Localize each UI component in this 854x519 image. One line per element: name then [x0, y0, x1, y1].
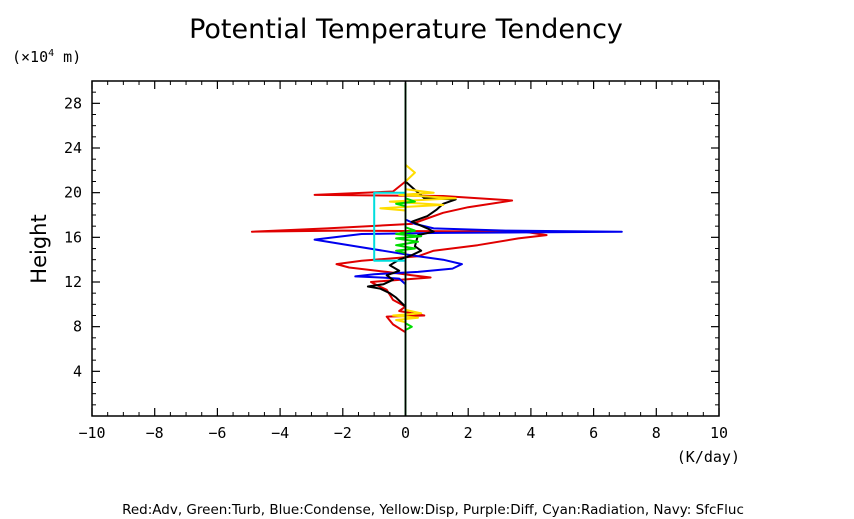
y-tick-label: 4	[73, 362, 82, 380]
x-tick-label: 0	[401, 424, 410, 442]
y-axis-unit: (×104 m)	[12, 48, 81, 66]
x-tick-label: 4	[526, 424, 535, 442]
x-tick-label: 10	[710, 424, 728, 442]
x-tick-label: −2	[334, 424, 352, 442]
y-tick-label: 12	[64, 273, 82, 291]
series-red-line	[250, 83, 548, 416]
series-blue-line	[313, 83, 623, 416]
x-tick-label: −4	[271, 424, 289, 442]
plot-frame	[91, 80, 720, 417]
series-green-line	[395, 83, 423, 416]
y-tick-label: 8	[73, 318, 82, 336]
legend-note: Red:Adv, Green:Turb, Blue:Condense, Yell…	[122, 502, 744, 518]
series-cyan-line	[373, 191, 406, 262]
x-tick-label: 2	[464, 424, 473, 442]
x-tick-label: 8	[652, 424, 661, 442]
x-tick-label: −10	[78, 424, 105, 442]
y-tick-label: 24	[64, 139, 82, 157]
series-layer	[250, 81, 623, 416]
x-tick-label: 6	[589, 424, 598, 442]
x-tick-label: −6	[208, 424, 226, 442]
x-axis-label: (K/day)	[677, 448, 740, 466]
y-axis-label: Height	[27, 214, 51, 283]
x-tick-label: −8	[146, 424, 164, 442]
chart-title: Potential Temperature Tendency	[189, 14, 623, 45]
y-tick-label: 16	[64, 228, 82, 246]
y-tick-label: 28	[64, 94, 82, 112]
y-tick-label: 20	[64, 184, 82, 202]
series-black-line	[366, 83, 457, 416]
